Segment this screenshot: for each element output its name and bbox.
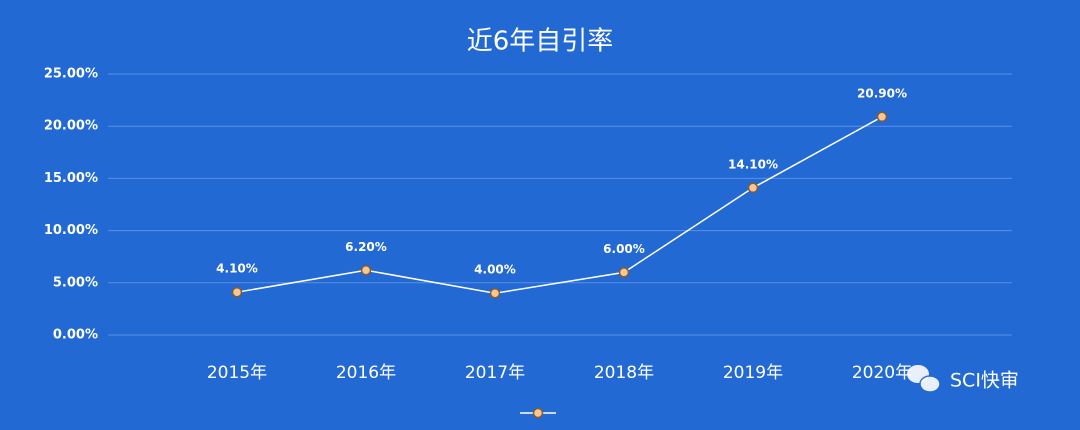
data-point bbox=[747, 182, 759, 194]
value-label: 14.10% bbox=[728, 157, 778, 171]
value-label: 6.00% bbox=[603, 242, 645, 256]
x-tick-label: 2020年 bbox=[852, 363, 912, 383]
chart-title: 近6年自引率 bbox=[467, 27, 614, 57]
legend-marker bbox=[532, 407, 544, 419]
x-tick-label: 2017年 bbox=[465, 363, 525, 383]
data-point bbox=[489, 287, 501, 299]
y-tick-label: 25.00% bbox=[44, 67, 98, 82]
value-label: 20.90% bbox=[857, 86, 907, 100]
value-label: 4.10% bbox=[216, 262, 258, 276]
y-tick-label: 0.00% bbox=[53, 328, 98, 343]
data-point bbox=[360, 265, 372, 276]
y-tick-label: 5.00% bbox=[53, 275, 98, 290]
legend bbox=[520, 407, 556, 419]
watermark-icon bbox=[907, 365, 941, 393]
data-point bbox=[618, 267, 630, 278]
x-tick-label: 2018年 bbox=[594, 363, 654, 383]
series-line bbox=[236, 116, 883, 295]
watermark: SCI快审 bbox=[950, 370, 1019, 392]
y-tick-label: 15.00% bbox=[44, 171, 98, 186]
x-tick-label: 2019年 bbox=[723, 363, 783, 383]
x-tick-label: 2016年 bbox=[336, 363, 396, 383]
y-tick-label: 20.00% bbox=[44, 119, 98, 134]
data-point bbox=[876, 111, 888, 123]
value-label: 4.00% bbox=[474, 263, 516, 277]
value-label: 6.20% bbox=[345, 240, 387, 254]
y-tick-label: 10.00% bbox=[44, 223, 98, 238]
data-point bbox=[231, 286, 243, 298]
x-tick-label: 2015年 bbox=[207, 363, 267, 383]
